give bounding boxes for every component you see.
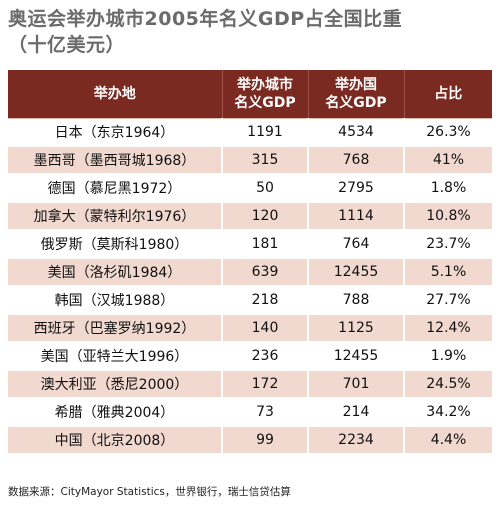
table-cell-r2-c3: 1.8%: [404, 174, 492, 203]
data-table: 举办地 举办城市 名义GDP 举办国 名义GDP 占比 日本（东京1964） 1191 453…: [8, 70, 492, 455]
table-row: 西班牙（巴塞罗纳1992） 140 1125 12.4%: [8, 314, 492, 343]
table-cell-r10-c2: 214: [308, 398, 405, 427]
table-cell-r9-c1: 172: [222, 370, 309, 399]
table-cell-r11-c2: 2234: [308, 426, 405, 455]
column-header-0: 举办地: [8, 70, 223, 119]
table-cell-r7-c1: 140: [222, 314, 309, 343]
table-cell-r11-c1: 99: [222, 426, 309, 455]
table-cell-r0-c2: 4534: [308, 118, 405, 147]
table-cell-r10-c3: 34.2%: [404, 398, 492, 427]
table-cell-r9-c2: 701: [308, 370, 405, 399]
table-cell-r6-c1: 218: [222, 286, 309, 315]
table-row: 希腊（雅典2004） 73 214 34.2%: [8, 398, 492, 427]
table-cell-r1-c1: 315: [222, 146, 309, 175]
table-cell-r11-c3: 4.4%: [404, 426, 492, 455]
table-cell-r6-c2: 788: [308, 286, 405, 315]
table-row: 美国（洛杉矶1984） 639 12455 5.1%: [8, 258, 492, 287]
column-header-2-line-1: 名义GDP: [325, 95, 387, 111]
table-row: 中国（北京2008） 99 2234 4.4%: [8, 426, 492, 455]
chart-title-line1: 奥运会举办城市2005年名义GDP占全国比重: [8, 8, 403, 30]
table-cell-r5-c0: 美国（洛杉矶1984）: [8, 258, 223, 287]
table-row: 韩国（汉城1988） 218 788 27.7%: [8, 286, 492, 315]
table-row: 墨西哥（墨西哥城1968） 315 768 41%: [8, 146, 492, 175]
table-cell-r4-c0: 俄罗斯（莫斯科1980）: [8, 230, 223, 259]
table-row: 俄罗斯（莫斯科1980） 181 764 23.7%: [8, 230, 492, 259]
column-header-3-line-0: 占比: [434, 86, 463, 102]
table-cell-r4-c1: 181: [222, 230, 309, 259]
table-cell-r6-c3: 27.7%: [404, 286, 492, 315]
table-row: 德国（慕尼黑1972） 50 2795 1.8%: [8, 174, 492, 203]
table-cell-r5-c3: 5.1%: [404, 258, 492, 287]
table-cell-r3-c0: 加拿大（蒙特利尔1976）: [8, 202, 223, 231]
table-cell-r4-c3: 23.7%: [404, 230, 492, 259]
table-cell-r3-c1: 120: [222, 202, 309, 231]
table-cell-r2-c0: 德国（慕尼黑1972）: [8, 174, 223, 203]
column-header-2-line-0: 举办国: [335, 77, 377, 93]
column-header-1: 举办城市名义GDP: [222, 70, 309, 119]
table-cell-r10-c0: 希腊（雅典2004）: [8, 398, 223, 427]
table-cell-r5-c1: 639: [222, 258, 309, 287]
table-cell-r0-c0: 日本（东京1964）: [8, 118, 223, 147]
table-header-row: 举办地 举办城市 名义GDP 举办国 名义GDP 占比: [8, 70, 492, 119]
table-cell-r10-c1: 73: [222, 398, 309, 427]
table-cell-r1-c3: 41%: [404, 146, 492, 175]
table-cell-r8-c1: 236: [222, 342, 309, 371]
table-cell-r9-c3: 24.5%: [404, 370, 492, 399]
table-cell-r5-c2: 12455: [308, 258, 405, 287]
table-body: 日本（东京1964） 1191 4534 26.3% 墨西哥（墨西哥城1968） 315 7…: [8, 118, 492, 455]
table-cell-r7-c2: 1125: [308, 314, 405, 343]
table-cell-r1-c0: 墨西哥（墨西哥城1968）: [8, 146, 223, 175]
table-cell-r9-c0: 澳大利亚（悉尼2000）: [8, 370, 223, 399]
table-cell-r7-c3: 12.4%: [404, 314, 492, 343]
table-cell-r1-c2: 768: [308, 146, 405, 175]
table-row: 美国（亚特兰大1996） 236 12455 1.9%: [8, 342, 492, 371]
column-header-1-line-0: 举办城市: [237, 77, 293, 93]
table-cell-r0-c1: 1191: [222, 118, 309, 147]
table-cell-r3-c3: 10.8%: [404, 202, 492, 231]
table-cell-r8-c2: 12455: [308, 342, 405, 371]
column-header-0-line-0: 举办地: [93, 86, 136, 102]
table-cell-r7-c0: 西班牙（巴塞罗纳1992）: [8, 314, 223, 343]
table-cell-r2-c1: 50: [222, 174, 309, 203]
table-cell-r11-c0: 中国（北京2008）: [8, 426, 223, 455]
table-row: 澳大利亚（悉尼2000） 172 701 24.5%: [8, 370, 492, 399]
table-cell-r0-c3: 26.3%: [404, 118, 492, 147]
column-header-2: 举办国名义GDP: [308, 70, 405, 119]
table-row: 加拿大（蒙特利尔1976） 120 1114 10.8%: [8, 202, 492, 231]
source-note: 数据来源：CityMayor Statistics，世界银行，瑞士信贷估算: [8, 486, 291, 498]
column-header-1-line-1: 名义GDP: [234, 95, 296, 111]
table-row: 日本（东京1964） 1191 4534 26.3%: [8, 118, 492, 147]
chart-title: 奥运会举办城市2005年名义GDP占全国比重 （十亿美元）: [8, 6, 492, 58]
column-header-3: 占比: [404, 70, 492, 119]
table-cell-r2-c2: 2795: [308, 174, 405, 203]
table-cell-r4-c2: 764: [308, 230, 405, 259]
table-cell-r8-c0: 美国（亚特兰大1996）: [8, 342, 223, 371]
table-cell-r6-c0: 韩国（汉城1988）: [8, 286, 223, 315]
table-cell-r3-c2: 1114: [308, 202, 405, 231]
table-header: 举办地 举办城市 名义GDP 举办国 名义GDP 占比: [8, 70, 492, 119]
table-cell-r8-c3: 1.9%: [404, 342, 492, 371]
chart-title-line2: （十亿美元）: [8, 34, 126, 56]
